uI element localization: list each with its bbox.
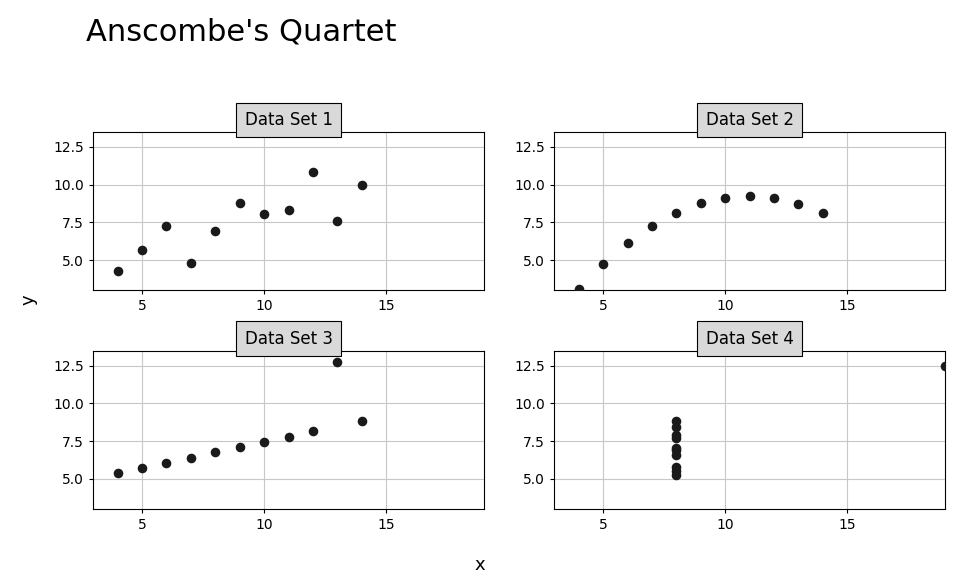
Text: x: x — [474, 556, 486, 574]
Title: Data Set 1: Data Set 1 — [245, 111, 332, 129]
Point — [669, 433, 684, 442]
Point — [669, 466, 684, 475]
Point — [281, 205, 297, 214]
Point — [937, 361, 952, 370]
Text: y: y — [19, 294, 37, 305]
Title: Data Set 4: Data Set 4 — [706, 329, 794, 348]
Point — [669, 430, 684, 439]
Point — [354, 181, 370, 190]
Point — [669, 208, 684, 217]
Point — [329, 358, 345, 367]
Point — [693, 199, 708, 208]
Point — [134, 463, 150, 472]
Point — [669, 471, 684, 480]
Point — [815, 209, 830, 218]
Point — [620, 238, 636, 248]
Point — [644, 221, 660, 230]
Point — [256, 437, 272, 446]
Point — [742, 191, 757, 200]
Point — [791, 199, 806, 209]
Point — [669, 450, 684, 460]
Title: Data Set 2: Data Set 2 — [706, 111, 794, 129]
Point — [109, 267, 125, 276]
Point — [669, 446, 684, 455]
Point — [134, 245, 150, 255]
Point — [207, 448, 223, 457]
Point — [669, 444, 684, 453]
Point — [256, 210, 272, 219]
Point — [305, 427, 321, 436]
Point — [354, 416, 370, 426]
Point — [281, 432, 297, 441]
Text: Anscombe's Quartet: Anscombe's Quartet — [86, 17, 396, 46]
Point — [232, 442, 248, 452]
Point — [207, 226, 223, 236]
Point — [158, 458, 174, 467]
Point — [158, 222, 174, 231]
Point — [305, 168, 321, 177]
Point — [669, 463, 684, 472]
Point — [717, 193, 732, 202]
Point — [232, 198, 248, 207]
Point — [669, 416, 684, 426]
Point — [669, 422, 684, 431]
Point — [183, 453, 199, 462]
Point — [571, 284, 587, 293]
Point — [595, 259, 611, 268]
Point — [183, 258, 199, 267]
Point — [329, 217, 345, 226]
Point — [766, 193, 781, 202]
Point — [109, 468, 125, 478]
Title: Data Set 3: Data Set 3 — [245, 329, 332, 348]
